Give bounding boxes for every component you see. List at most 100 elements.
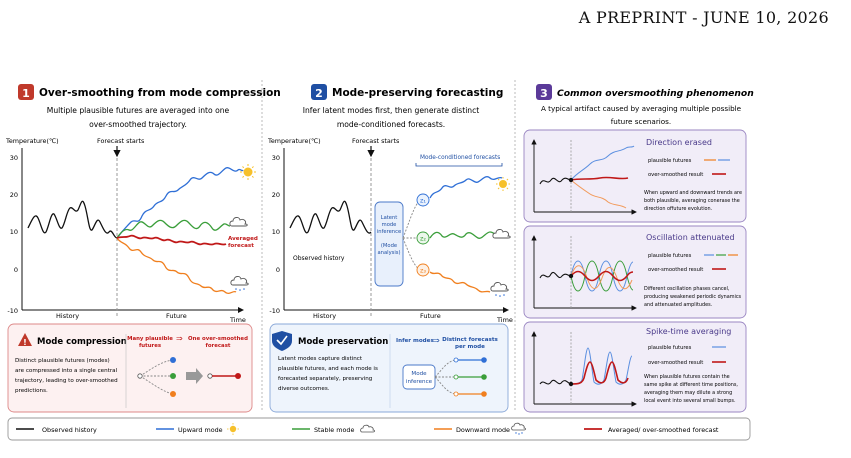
cloud-icon-2 xyxy=(492,229,511,239)
legend-observed: Observed history xyxy=(42,426,97,434)
legend-downward: Downward mode xyxy=(456,426,510,434)
panel-1-subtitle-1: Multiple plausible futures are averaged … xyxy=(47,106,230,115)
card-oscillation-attenuated: Oscillation attenuated plausible futures… xyxy=(523,225,747,319)
page-header: A PREPRINT - JUNE 10, 2026 xyxy=(578,8,829,27)
p2-time-label: Time xyxy=(496,316,513,324)
card-3-title: Spike-time averaging xyxy=(646,327,731,336)
legend-rain-cloud-icon xyxy=(511,422,526,435)
panel-3-badge xyxy=(536,84,552,100)
branch-1 xyxy=(402,199,421,239)
card-2-desc-2: producing weakened periodic dynamics xyxy=(644,294,742,300)
mode-inference-box xyxy=(402,364,436,390)
panel-3-number: 3 xyxy=(540,87,548,100)
mode-preservation-title: Mode preservation xyxy=(298,337,388,347)
distinct-forecasts-label-1: Distinct forecasts xyxy=(442,337,498,343)
z3-node xyxy=(416,263,430,277)
panel-1-badge xyxy=(18,84,34,100)
legend-sun-icon xyxy=(227,423,239,435)
p1-future-label: Future xyxy=(166,312,187,320)
one-forecast-label-1: One over-smoothed xyxy=(188,336,248,342)
p1-ytick-neg10: -10 xyxy=(7,307,18,315)
mode-compression-text-3: trajectory, leading to over-smoothed xyxy=(15,378,118,384)
p2-ytick-0: 0 xyxy=(276,266,280,274)
p1-ytick-10: 10 xyxy=(10,228,18,236)
latent-box-line-5: (Mode xyxy=(381,243,397,249)
panel-2: 2 Mode-preserving forecasting Infer late… xyxy=(267,84,513,413)
panel-2-subtitle-2: mode-conditioned forecasts. xyxy=(337,120,445,129)
latent-mode-box xyxy=(374,201,404,287)
p1-ytick-20: 20 xyxy=(10,191,18,199)
z1-node xyxy=(416,193,430,207)
mode-compression-text-1: Distinct plausible futures (modes) xyxy=(15,358,110,364)
arrow-symbol: ⇒ xyxy=(176,334,183,343)
card-3-desc-1: When plausible futures contain the xyxy=(644,374,730,380)
compress-arrow-icon xyxy=(186,368,203,384)
panel-1-forecast-starts: Forecast starts xyxy=(97,137,145,145)
distinct-forecasts-label-2: per mode xyxy=(455,344,485,350)
mode-preservation-text-1: Latent modes capture distinct xyxy=(278,356,363,362)
p1-history-curve xyxy=(27,200,118,239)
many-futures-label-2: futures xyxy=(139,343,161,349)
latent-box-line-2: mode xyxy=(382,222,397,228)
panel-1-subtitle-2: over-smoothed trajectory. xyxy=(89,120,187,129)
z2-label: z₂ xyxy=(420,235,426,243)
panel-2-ylabel: Temperature(℃) xyxy=(267,137,321,145)
infer-modes-label: Infer modes xyxy=(396,338,434,344)
card-1-legend-plausible: plausible futures xyxy=(648,158,692,164)
one-forecast-label-2: forecast xyxy=(206,343,231,349)
p2-downward-curve xyxy=(429,271,491,293)
card-2-title: Oscillation attenuated xyxy=(646,233,735,242)
card-1-legend-smoothed: over-smoothed result xyxy=(648,172,703,178)
observed-history-label: Observed history xyxy=(293,255,345,262)
rain-cloud-icon-2 xyxy=(490,282,509,297)
p2-future-label: Future xyxy=(420,312,441,320)
latent-box-line-6: analysis) xyxy=(377,250,400,256)
legend-averaged: Averaged/ over-smoothed forecast xyxy=(608,426,719,434)
p1-downward-curve xyxy=(116,237,237,295)
p1-upward-curve xyxy=(116,167,244,239)
mode-preservation-text-3: forecasted separately, preserving xyxy=(278,376,373,382)
mode-compression-box xyxy=(7,323,253,413)
legend-stable: Stable mode xyxy=(314,426,354,434)
card-3-legend-smoothed: over-smoothed result xyxy=(648,360,703,366)
z1-label: z₁ xyxy=(420,197,426,205)
mode-preservation-text-2: plausible futures, and each mode is xyxy=(278,366,378,372)
z3-label: z₃ xyxy=(420,267,426,275)
legend: Observed history Upward mode Stable mode… xyxy=(7,417,751,441)
many-futures-label-1: Many plausible xyxy=(127,336,173,342)
mode-preservation-box xyxy=(269,323,509,413)
p1-averaged-curve xyxy=(116,234,227,246)
card-2-desc-1: Different oscillation phases cancel, xyxy=(644,286,730,292)
p2-ytick-neg10: -10 xyxy=(269,307,280,315)
p1-ytick-0: 0 xyxy=(14,266,18,274)
p1-ytick-30: 30 xyxy=(10,154,18,162)
legend-cloud-icon xyxy=(360,424,375,433)
mode-preservation-text-4: diverse outcomes. xyxy=(278,386,330,392)
card-3-desc-2: same spike at different time positions, xyxy=(644,382,738,388)
card-1-desc-1: When upward and downward trends are xyxy=(644,190,742,196)
p1-time-label: Time xyxy=(229,316,246,324)
panel-3-subtitle-2: future scenarios. xyxy=(611,117,671,126)
mode-compression-text-2: are compressed into a single central xyxy=(15,368,118,374)
card-2-legend-plausible: plausible futures xyxy=(648,253,692,259)
cloud-icon xyxy=(229,217,248,227)
card-direction-erased: Direction erased plausible futures over-… xyxy=(523,129,747,223)
panel-3-title: Common oversmoothing phenomenon xyxy=(557,88,754,99)
p2-history-curve xyxy=(289,200,372,234)
p1-averaged-label-2: forecast xyxy=(228,243,254,249)
p2-ytick-10: 10 xyxy=(272,228,280,236)
panel-2-badge xyxy=(311,84,327,100)
card-1-desc-2: both plausible, averaging conerase the xyxy=(644,198,740,204)
panel-1-number: 1 xyxy=(22,87,30,100)
mode-inference-label-2: inference xyxy=(406,379,433,385)
mode-conditioned-label: Mode-conditioned forecasts xyxy=(420,155,500,161)
z2-node xyxy=(416,231,430,245)
p2-upward-curve xyxy=(429,176,503,199)
panel-2-number: 2 xyxy=(315,87,323,100)
panel-1-title: Over-smoothing from mode compression xyxy=(39,87,281,99)
p1-history-label: History xyxy=(56,312,79,320)
card-3-legend-plausible: plausible futures xyxy=(648,345,692,351)
sun-icon xyxy=(240,164,256,180)
card-3-desc-3: averaging them may dilute a strong xyxy=(644,390,732,396)
panel-3: 3 Common oversmoothing phenomenon A typi… xyxy=(523,84,754,413)
